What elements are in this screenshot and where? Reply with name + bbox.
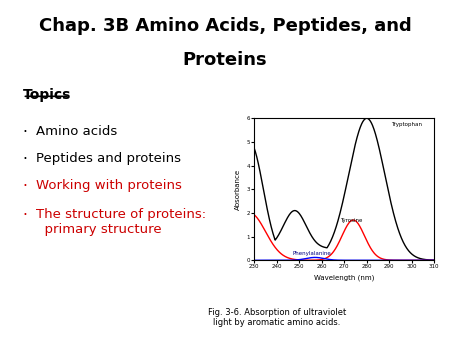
Text: ·: ·	[22, 152, 27, 167]
Text: ·: ·	[22, 125, 27, 140]
Text: Tyrosine: Tyrosine	[340, 218, 362, 223]
Text: Proteins: Proteins	[183, 51, 267, 69]
Text: Peptides and proteins: Peptides and proteins	[36, 152, 181, 165]
Text: ·: ·	[22, 179, 27, 194]
Y-axis label: Absorbance: Absorbance	[235, 169, 241, 210]
Text: Working with proteins: Working with proteins	[36, 179, 182, 192]
Text: Chap. 3B Amino Acids, Peptides, and: Chap. 3B Amino Acids, Peptides, and	[39, 17, 411, 35]
Text: ·: ·	[22, 208, 27, 223]
Text: Topics: Topics	[22, 88, 71, 102]
X-axis label: Wavelength (nm): Wavelength (nm)	[314, 275, 374, 282]
Text: The structure of proteins:
  primary structure: The structure of proteins: primary struc…	[36, 208, 206, 236]
Text: Fig. 3-6. Absorption of ultraviolet
light by aromatic amino acids.: Fig. 3-6. Absorption of ultraviolet ligh…	[207, 308, 346, 327]
Text: Tryptophan: Tryptophan	[392, 122, 423, 127]
Text: Phenylalanine: Phenylalanine	[292, 251, 331, 256]
Text: Amino acids: Amino acids	[36, 125, 117, 138]
